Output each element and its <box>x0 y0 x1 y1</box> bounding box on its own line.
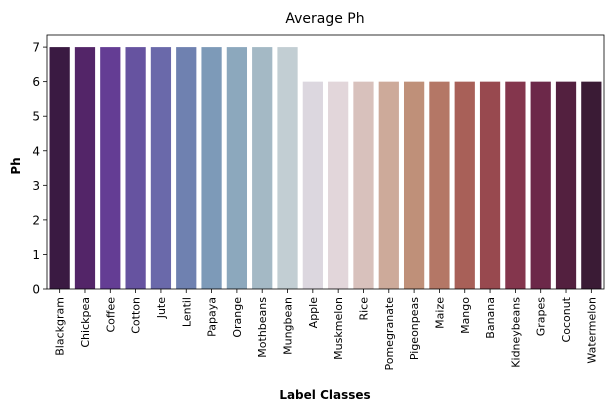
plot-frame <box>46 34 605 290</box>
y-tick-label: 6 <box>32 75 40 89</box>
bar <box>201 47 222 289</box>
y-tick-label: 3 <box>32 179 40 193</box>
x-tick-label: Orange <box>231 297 244 338</box>
x-tick-label: Cotton <box>130 297 143 334</box>
bar <box>49 47 70 289</box>
bar <box>581 81 602 290</box>
x-tick-label: Rice <box>357 297 370 321</box>
bar <box>505 81 526 290</box>
bar <box>328 81 349 290</box>
y-tick-label: 5 <box>32 110 40 124</box>
bar <box>555 81 577 290</box>
bar <box>378 81 399 290</box>
bar <box>252 47 273 289</box>
bar <box>530 81 551 290</box>
x-tick-label: Mungbean <box>282 297 295 355</box>
bar <box>74 47 96 289</box>
x-tick-label: Papaya <box>206 297 219 337</box>
x-tick-label: Banana <box>484 297 497 339</box>
y-tick-label: 0 <box>32 283 40 297</box>
bar <box>100 47 121 289</box>
bar <box>125 47 146 289</box>
x-tick-label: Grapes <box>535 297 548 337</box>
y-tick-label: 2 <box>32 213 40 227</box>
x-tick-label: Mango <box>459 297 472 334</box>
x-tick-label: Pomegranate <box>383 297 396 371</box>
x-tick-label: Apple <box>307 297 320 329</box>
bar <box>302 81 323 290</box>
bar <box>454 81 475 290</box>
y-tick-label: 4 <box>32 144 40 158</box>
bar <box>226 47 248 289</box>
x-tick-label: Jute <box>155 297 168 320</box>
y-tick-label: 7 <box>32 41 40 55</box>
bar <box>277 47 298 289</box>
x-tick-label: Chickpea <box>79 297 92 348</box>
x-tick-label: Mothbeans <box>256 297 269 358</box>
x-tick-label: Coconut <box>560 296 573 342</box>
x-tick-label: Pigeonpeas <box>408 297 421 360</box>
bar <box>176 47 197 289</box>
x-tick-label: Blackgram <box>54 297 67 356</box>
plot-area: 0 1 2 3 4 5 6 7 Blackgram Chickpea Coffee Cotton Jut… <box>32 34 605 371</box>
chart-title: Average Ph <box>285 11 364 27</box>
y-axis-title: Ph <box>9 157 23 174</box>
x-tick-label: Maize <box>433 297 446 329</box>
x-axis-title: Label Classes <box>279 388 370 402</box>
x-tick-label: Lentil <box>180 297 193 327</box>
bar <box>429 81 450 290</box>
bar <box>150 47 172 289</box>
bar <box>479 81 501 290</box>
bar <box>403 81 425 290</box>
x-tick-label: Kidneybeans <box>509 297 522 368</box>
bar <box>353 81 374 290</box>
x-tick-label: Watermelon <box>585 297 598 364</box>
y-tick-label: 1 <box>32 248 40 262</box>
x-tick-label: Coffee <box>104 297 117 333</box>
x-tick-label: Muskmelon <box>332 297 345 360</box>
